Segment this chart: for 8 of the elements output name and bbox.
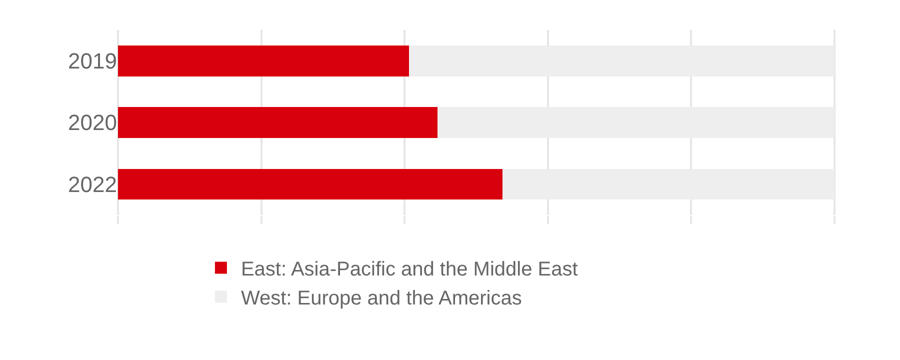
legend-label: West: Europe and the Americas [240, 288, 522, 310]
bar [118, 168, 503, 200]
legend-label: East: Asia-Pacific and the Middle East [240, 258, 578, 281]
y-tick-label: 2020 [68, 110, 117, 136]
y-tick-label: 2019 [68, 48, 117, 74]
bar [118, 45, 409, 76]
bar [118, 107, 438, 138]
y-tick-label: 2022 [68, 172, 117, 197]
